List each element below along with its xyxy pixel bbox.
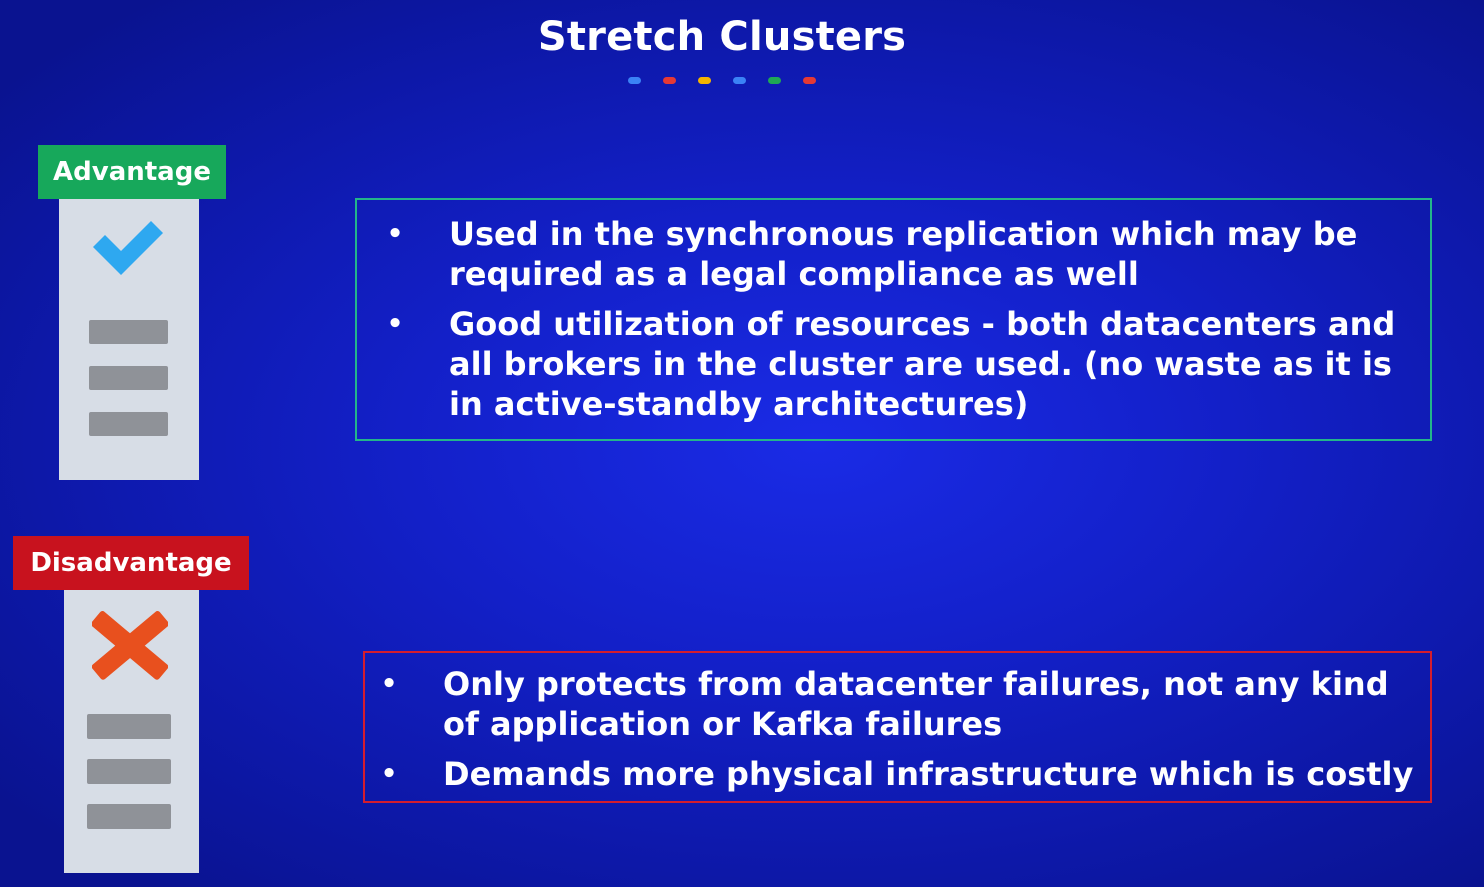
divider-dot — [733, 77, 746, 84]
card-line — [89, 366, 168, 390]
card-line — [89, 320, 168, 344]
disadvantage-card — [64, 590, 199, 873]
advantage-label: Advantage — [38, 145, 226, 199]
advantage-points-box: • Used in the synchronous replication wh… — [355, 198, 1432, 441]
advantage-points-list: • Used in the synchronous replication wh… — [385, 214, 1415, 434]
slide-title: Stretch Clusters — [537, 14, 907, 60]
disadvantage-point: • Demands more physical infrastructure w… — [379, 754, 1419, 794]
card-line — [87, 714, 171, 739]
divider-dot — [663, 77, 676, 84]
check-icon — [93, 221, 163, 275]
disadvantage-point-text: Only protects from datacenter failures, … — [443, 665, 1389, 743]
disadvantage-points-list: • Only protects from datacenter failures… — [379, 664, 1419, 804]
title-dot-divider — [628, 77, 816, 84]
card-line — [87, 804, 171, 829]
advantage-point-text: Used in the synchronous replication whic… — [449, 215, 1358, 293]
cross-icon — [92, 611, 168, 680]
advantage-card — [59, 199, 199, 480]
disadvantage-points-box: • Only protects from datacenter failures… — [363, 651, 1432, 803]
divider-dot — [698, 77, 711, 84]
card-line — [87, 759, 171, 784]
card-line — [89, 412, 168, 436]
bullet-icon: • — [380, 669, 398, 699]
bullet-icon: • — [386, 219, 404, 249]
advantage-point: • Good utilization of resources - both d… — [385, 304, 1415, 424]
disadvantage-point-text: Demands more physical infrastructure whi… — [443, 755, 1414, 793]
bullet-icon: • — [380, 759, 398, 789]
bullet-icon: • — [386, 309, 404, 339]
divider-dot — [768, 77, 781, 84]
disadvantage-label: Disadvantage — [13, 536, 249, 590]
advantage-point-text: Good utilization of resources - both dat… — [449, 305, 1396, 423]
disadvantage-point: • Only protects from datacenter failures… — [379, 664, 1419, 744]
advantage-point: • Used in the synchronous replication wh… — [385, 214, 1415, 294]
divider-dot — [628, 77, 641, 84]
divider-dot — [803, 77, 816, 84]
